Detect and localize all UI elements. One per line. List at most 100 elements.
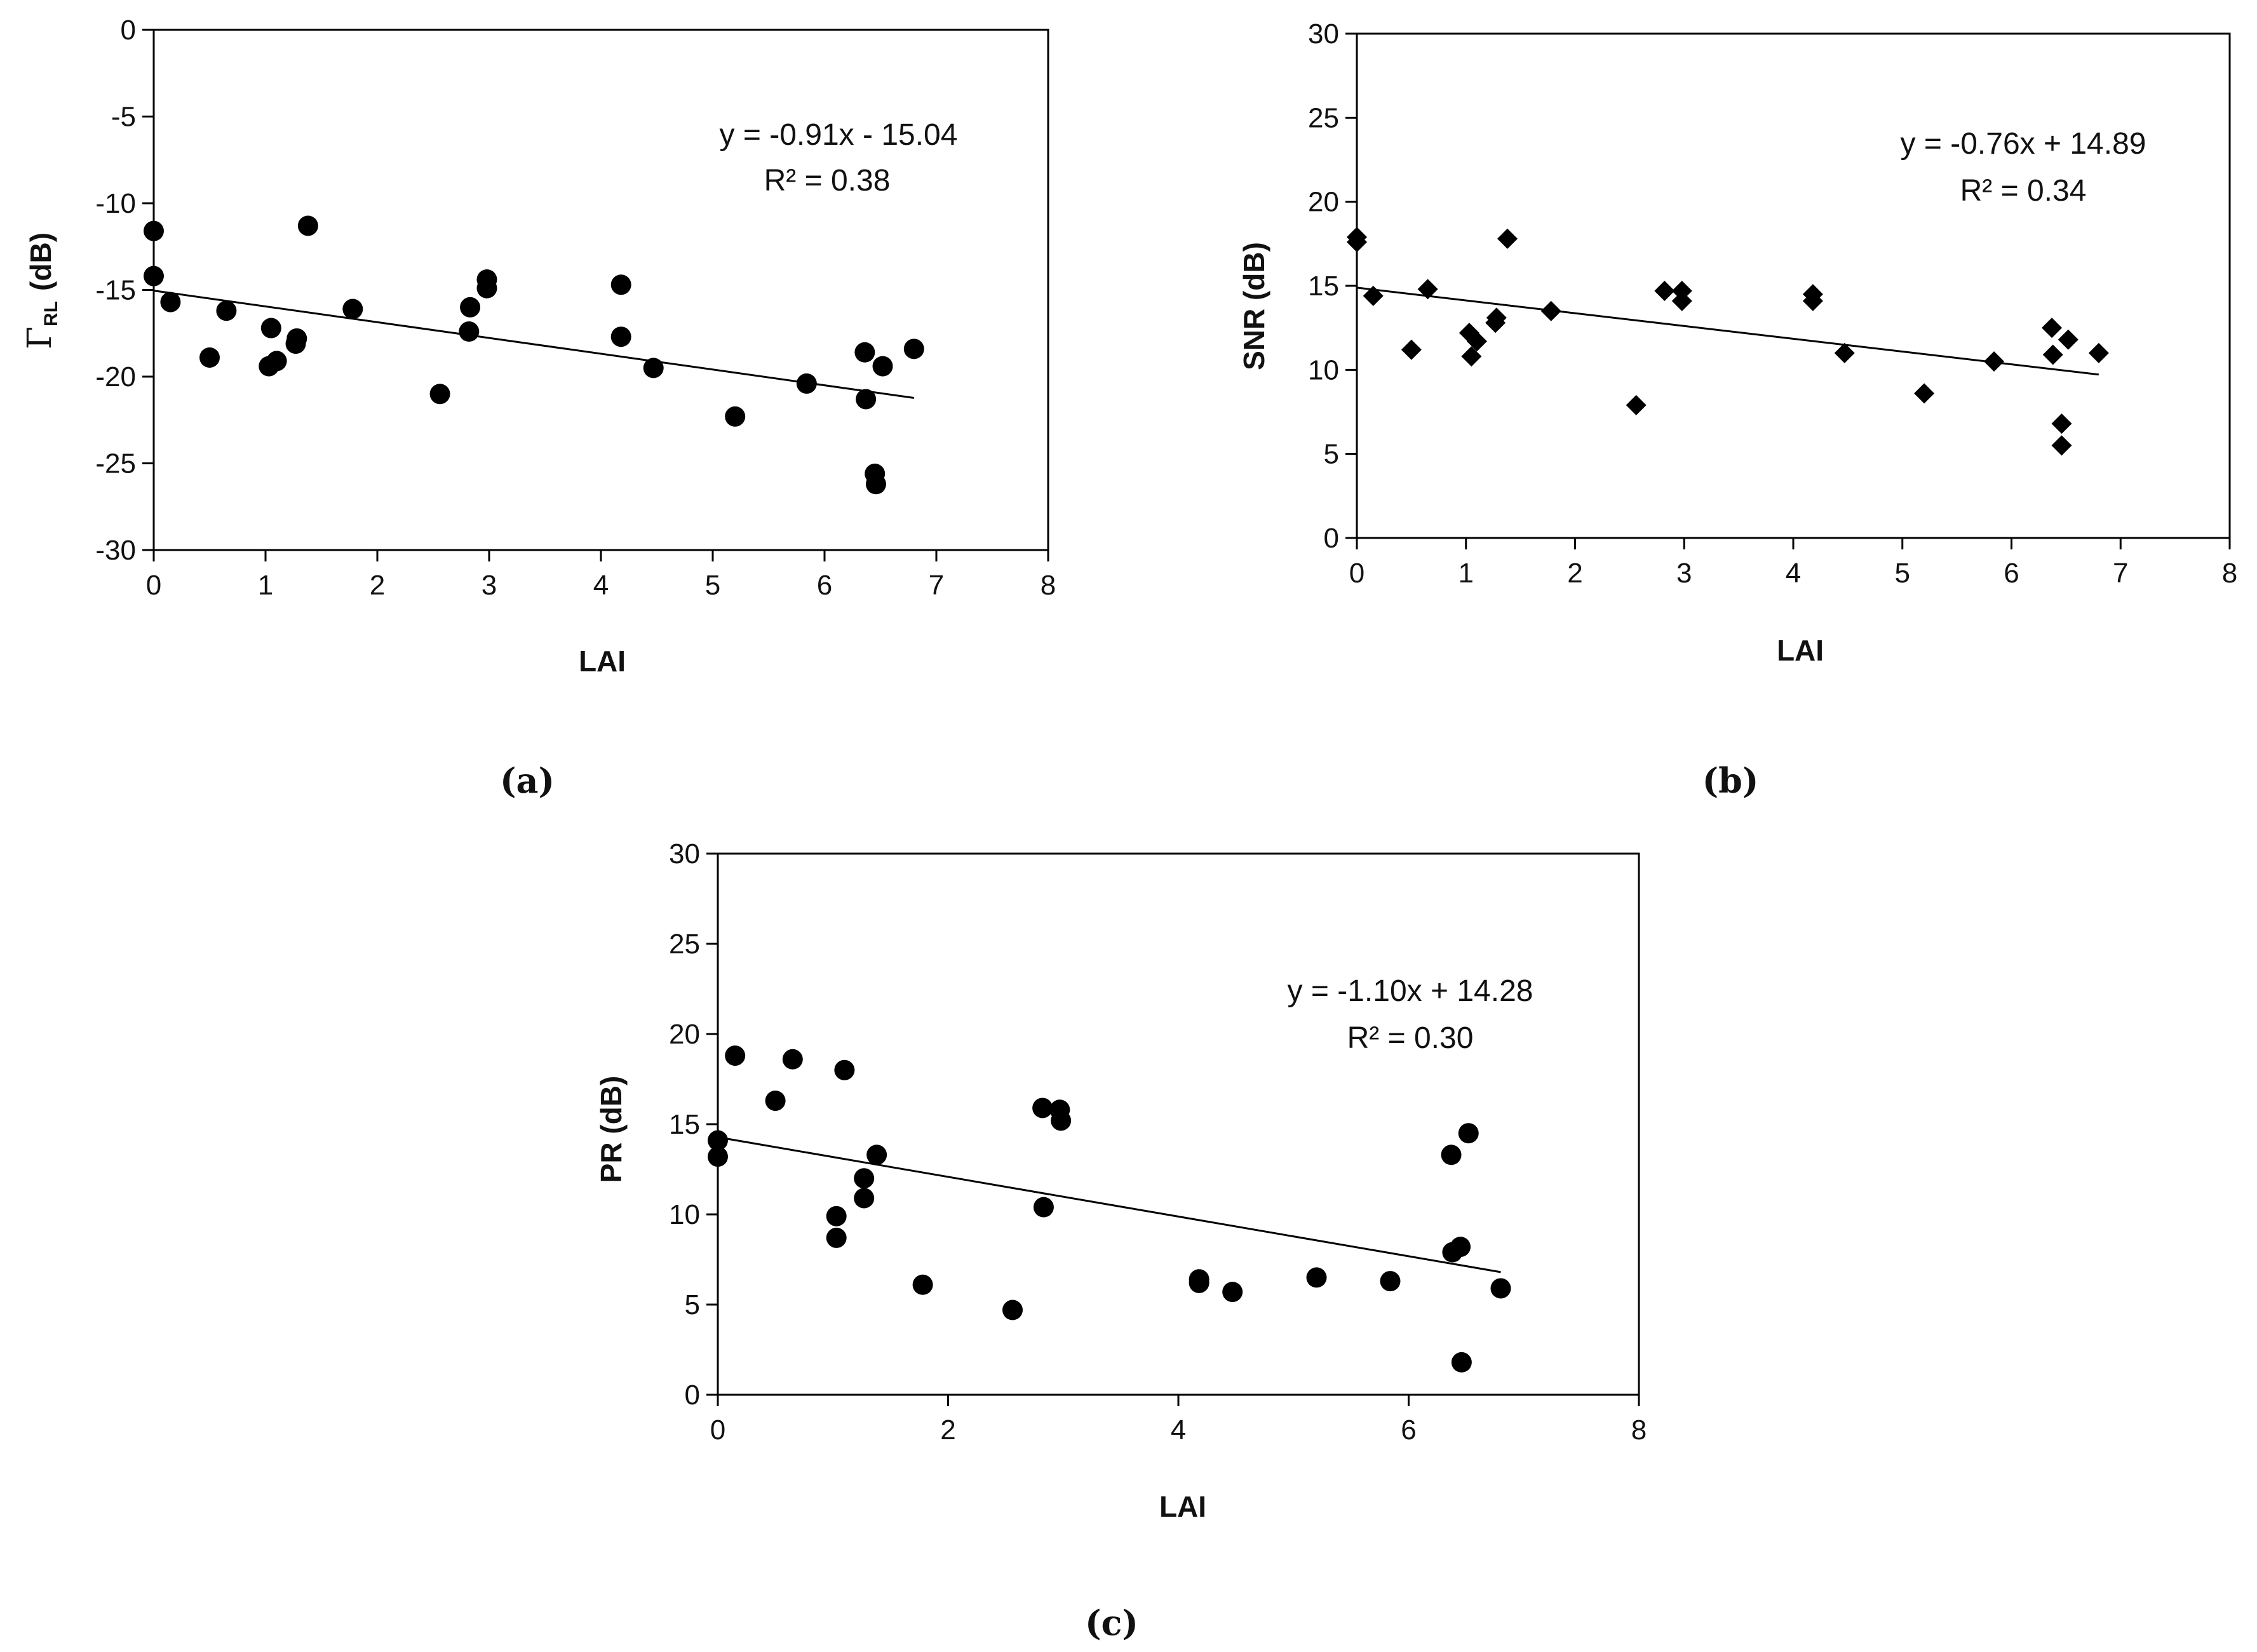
- panel-b-data-point: [1417, 279, 1438, 300]
- panel-c-data-point: [1458, 1123, 1479, 1144]
- panel-c-y-tick-label: 15: [669, 1109, 700, 1140]
- panel-a-data-point: [856, 389, 877, 410]
- panel-a-data-point: [865, 474, 886, 495]
- panel-a-x-tick-label: 2: [370, 570, 385, 601]
- panel-a-trendline: [153, 290, 915, 400]
- panel-a-data-point: [260, 318, 281, 339]
- panel-a-y-axis-title-subscript: RL: [41, 301, 62, 326]
- panel-c-data-point: [1032, 1098, 1053, 1118]
- panel-b-data-point: [1671, 290, 1692, 311]
- panel-b-data-point: [1914, 383, 1935, 404]
- panel-b-data-point: [1363, 285, 1384, 306]
- panel-c-data-point: [1490, 1278, 1511, 1299]
- panel-c-y-tick-label: 20: [669, 1019, 700, 1050]
- panel-b-data-point: [1654, 280, 1675, 301]
- panel-b-x-tick-label: 1: [1459, 558, 1474, 589]
- panel-c-data-point: [1033, 1197, 1054, 1218]
- panel-a-data-point: [725, 406, 746, 427]
- panel-a-data-point: [872, 356, 893, 377]
- panel-c-data-point: [826, 1205, 847, 1226]
- panel-c-y-tick-label: 30: [669, 838, 700, 870]
- panel-b-r-squared: R² = 0.34: [1960, 174, 2087, 208]
- panel-b-x-axis-title: LAI: [1777, 634, 1824, 667]
- panel-a-label: (a): [500, 760, 555, 801]
- panel-c-x-ticks: 0 2 4 6 8: [710, 1395, 1647, 1446]
- panel-b-data-point: [2051, 435, 2072, 456]
- panel-c-equation: y = -1.10x + 14.28: [1288, 974, 1533, 1008]
- panel-a-x-tick-label: 1: [258, 570, 273, 601]
- panel-a-data-point: [460, 297, 481, 318]
- panel-c-data-point: [708, 1146, 728, 1167]
- panel-b-data-point: [2088, 342, 2109, 363]
- panel-a-y-tick-label: -10: [95, 188, 136, 219]
- panel-a: -30 -25 -20 -15 -10 -5 0 0 1 2 3 4 5 6 7 8 y = -0.91x …: [21, 15, 1056, 801]
- panel-c-trendline: [717, 1136, 1501, 1273]
- panel-b-data-point: [1984, 351, 2005, 372]
- panel-a-x-tick-label: 3: [482, 570, 497, 601]
- panel-a-data-point: [459, 321, 480, 342]
- panel-a-x-axis-title: LAI: [579, 645, 626, 678]
- panel-a-equation: y = -0.91x - 15.04: [720, 118, 958, 152]
- panel-c-x-axis-title: LAI: [1159, 1490, 1206, 1523]
- panel-a-data-point: [796, 373, 817, 394]
- panel-b-data-point: [1347, 227, 1367, 248]
- panel-a-points: [144, 215, 924, 495]
- panel-c-data-point: [834, 1059, 855, 1080]
- panel-c-label: (c): [1085, 1602, 1138, 1643]
- panel-c-x-tick-label: 4: [1171, 1414, 1186, 1446]
- panel-b-data-point: [1401, 339, 1422, 360]
- panel-a-r-squared: R² = 0.38: [764, 164, 891, 198]
- panel-b: 0 5 10 15 20 25 30 0 1 2 3 4 5 6 7 8 y = -0.76x + 14.8…: [1237, 18, 2237, 801]
- panel-b-data-point: [2051, 413, 2072, 434]
- panel-b-data-point: [2058, 329, 2078, 350]
- panel-b-data-point: [1626, 394, 1647, 415]
- panel-b-x-ticks: 0 1 2 3 4 5 6 7 8: [1349, 538, 2237, 589]
- panel-a-data-point: [610, 274, 631, 295]
- panel-c-data-point: [1451, 1352, 1472, 1373]
- panel-b-trendline: [1356, 286, 2099, 376]
- panel-a-y-tick-label: -15: [95, 275, 136, 306]
- panel-a-data-point: [297, 215, 318, 236]
- panel-b-data-point: [1461, 346, 1482, 367]
- panel-c: 0 5 10 15 20 25 30 0 2 4 6 8 y = -1.10x + 14.28 R²…: [595, 838, 1647, 1643]
- panel-c-x-tick-label: 0: [710, 1414, 725, 1446]
- panel-a-data-point: [144, 220, 164, 241]
- panel-b-y-tick-label: 5: [1324, 439, 1339, 470]
- panel-a-x-tick-label: 5: [705, 570, 720, 601]
- panel-b-data-point: [1466, 331, 1487, 352]
- panel-c-y-tick-label: 5: [685, 1289, 700, 1320]
- panel-b-data-point: [1486, 307, 1507, 328]
- panel-a-data-point: [199, 347, 220, 368]
- panel-c-data-point: [765, 1091, 786, 1111]
- panel-a-data-point: [266, 351, 287, 372]
- panel-a-y-tick-label: -25: [95, 448, 136, 480]
- panel-a-y-ticks: -30 -25 -20 -15 -10 -5 0: [95, 15, 154, 566]
- panel-b-y-tick-label: 20: [1308, 187, 1339, 218]
- panel-a-x-ticks: 0 1 2 3 4 5 6 7 8: [146, 550, 1056, 601]
- panel-a-data-point: [429, 384, 450, 405]
- panel-b-y-tick-label: 15: [1308, 271, 1339, 302]
- panel-c-data-point: [854, 1188, 875, 1209]
- panel-b-x-tick-label: 3: [1676, 558, 1692, 589]
- panel-b-label: (b): [1702, 760, 1759, 801]
- panel-c-data-point: [1002, 1299, 1023, 1320]
- panel-c-y-tick-label: 25: [669, 929, 700, 960]
- panel-b-data-point: [2042, 344, 2063, 365]
- panel-b-y-tick-label: 30: [1308, 18, 1339, 50]
- panel-b-data-point: [1802, 290, 1823, 311]
- panel-b-y-axis-title: SNR (dB): [1237, 242, 1270, 370]
- panel-a-y-axis-title-unit: (dB): [24, 232, 57, 291]
- panel-b-x-tick-label: 0: [1349, 558, 1364, 589]
- panel-b-x-tick-label: 7: [2113, 558, 2128, 589]
- panel-b-data-point: [2042, 318, 2063, 339]
- panel-a-data-point: [903, 339, 924, 359]
- panel-b-equation: y = -0.76x + 14.89: [1901, 127, 2146, 161]
- panel-a-data-point: [286, 328, 307, 349]
- panel-b-x-tick-label: 5: [1895, 558, 1910, 589]
- panel-a-data-point: [476, 278, 497, 299]
- panel-b-y-tick-label: 25: [1308, 102, 1339, 133]
- panel-c-x-tick-label: 8: [1631, 1414, 1647, 1446]
- panel-b-y-tick-label: 0: [1324, 523, 1339, 554]
- panel-c-data-point: [1306, 1267, 1327, 1288]
